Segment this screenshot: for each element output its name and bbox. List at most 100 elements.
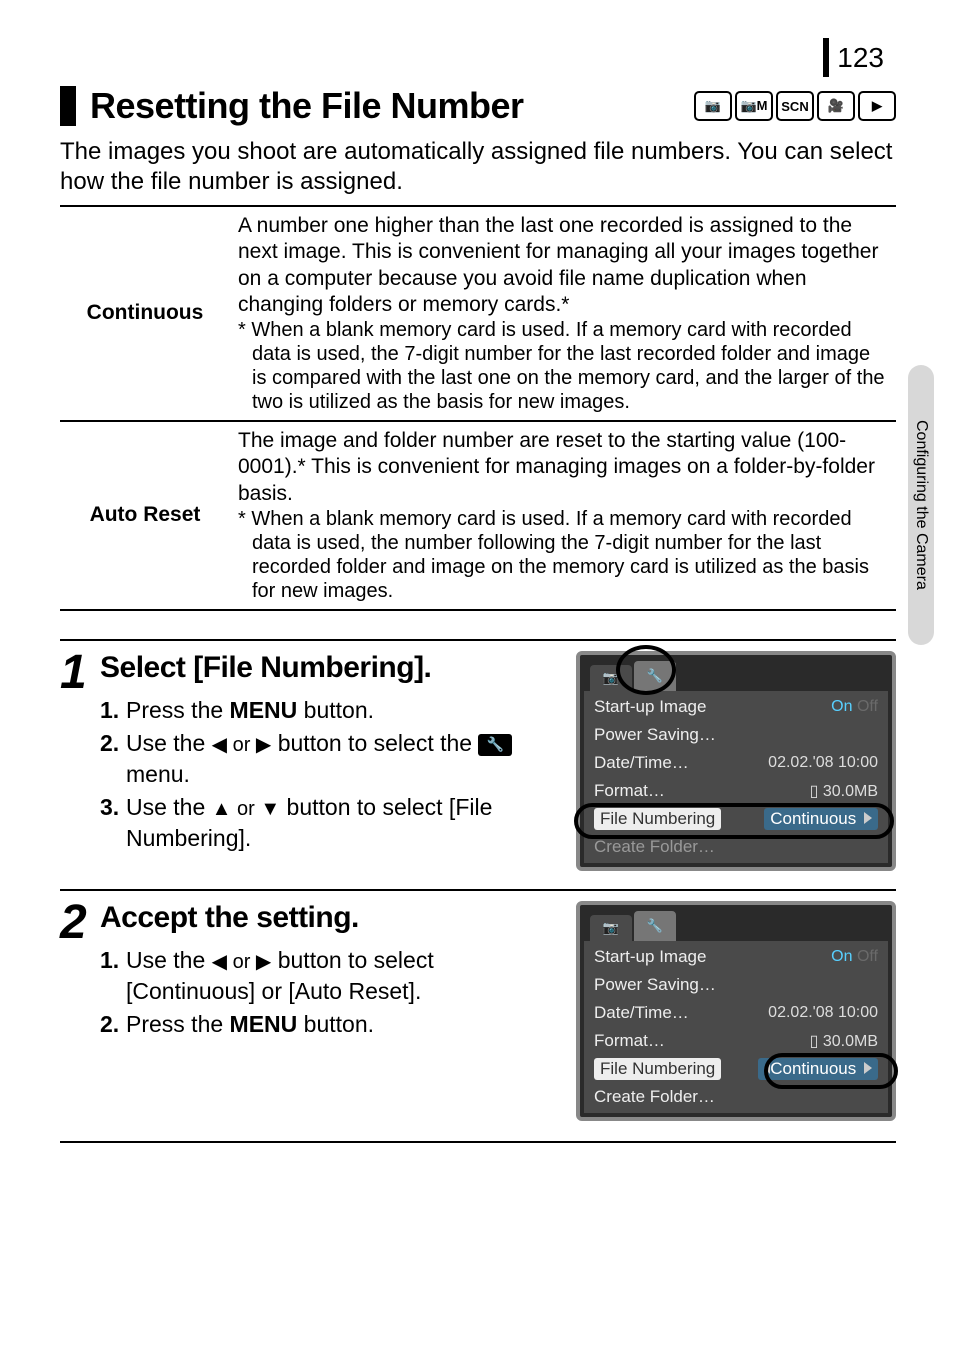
item-num: 1. — [100, 945, 126, 1007]
description-table: Continuous A number one higher than the … — [60, 205, 896, 611]
page-number: 123 — [823, 38, 884, 77]
lcd-rows: Start-up Image On Off Power Saving… Date/… — [584, 941, 888, 1113]
row-label-autoreset: Auto Reset — [60, 421, 230, 610]
v: On Off — [831, 948, 878, 966]
arrow-right-icon — [864, 812, 872, 824]
l: File Numbering — [594, 808, 721, 830]
l: Date/Time… — [594, 753, 689, 773]
lcd-row: Format… ▯ 30.0MB — [584, 777, 888, 805]
lcd-row: Format…▯ 30.0MB — [584, 1027, 888, 1055]
intro-text: The images you shoot are automatically a… — [60, 137, 896, 197]
title-bar — [60, 86, 76, 126]
lcd-row: Date/Time… 02.02.'08 10:00 — [584, 749, 888, 777]
arrow-right-icon — [864, 1062, 872, 1074]
list-item: 1. Use the ◀ or ▶ button to select [Cont… — [100, 945, 525, 1007]
title-left: Resetting the File Number — [60, 85, 524, 127]
lcd-tab-tools: 🔧 — [634, 661, 676, 691]
row-text: The image and folder number are reset to… — [238, 429, 875, 505]
step-1: 1 Select [File Numbering]. 1. Press the … — [60, 639, 896, 889]
l: Power Saving… — [594, 725, 716, 745]
l: Format… — [594, 781, 665, 801]
step-body: Accept the setting. 1. Use the ◀ or ▶ bu… — [100, 901, 568, 1121]
step-2: 2 Accept the setting. 1. Use the ◀ or ▶ … — [60, 889, 896, 1143]
lcd-rows: Start-up Image On Off Power Saving… Date/… — [584, 691, 888, 863]
side-tab: Configuring the Camera — [908, 365, 934, 645]
row-text: A number one higher than the last one re… — [238, 214, 878, 316]
mode-icon-movie: 🎥 — [817, 91, 855, 121]
row-footnote: * When a blank memory card is used. If a… — [238, 318, 888, 414]
on: On — [831, 698, 852, 715]
l: File Numbering — [594, 1058, 721, 1080]
lcd-tabs: 📷 🔧 — [584, 659, 888, 691]
mode-icon-scn: SCN — [776, 91, 814, 121]
v: Continuous — [758, 1058, 878, 1080]
mode-icon-play: ▶ — [858, 91, 896, 121]
v: ▯ 30.0MB — [810, 781, 878, 801]
mode-icon-camera-m: 📷M — [735, 91, 773, 121]
lcd: 📷 🔧 Start-up Image On Off Power Saving… D… — [576, 901, 896, 1121]
lcd: 📷 🔧 Start-up Image On Off Power Saving… D… — [576, 651, 896, 871]
l: Create Folder… — [594, 1087, 715, 1107]
table-row: Auto Reset The image and folder number a… — [60, 421, 896, 610]
lcd-tab-camera: 📷 — [590, 915, 632, 941]
step-title: Select [File Numbering]. — [100, 651, 568, 685]
v: On Off — [831, 698, 878, 716]
step-number: 1 — [60, 649, 100, 871]
table-row: Continuous A number one higher than the … — [60, 206, 896, 421]
t: menu. — [126, 761, 190, 787]
step-title: Accept the setting. — [100, 901, 568, 935]
l: Power Saving… — [594, 975, 716, 995]
l: Start-up Image — [594, 947, 706, 967]
off: Off — [857, 948, 878, 965]
row-body: A number one higher than the last one re… — [230, 206, 896, 421]
title-row: Resetting the File Number 📷 📷M SCN 🎥 ▶ — [60, 85, 896, 127]
steps: 1 Select [File Numbering]. 1. Press the … — [60, 639, 896, 1143]
row-label-continuous: Continuous — [60, 206, 230, 421]
lcd-row: Power Saving… — [584, 971, 888, 999]
row-footnote: * When a blank memory card is used. If a… — [238, 507, 888, 603]
t: button. — [297, 697, 374, 723]
lcd-row-highlighted: File Numbering Continuous — [584, 805, 888, 833]
list-item: 3. Use the ▲ or ▼ button to select [File… — [100, 792, 525, 854]
v: 02.02.'08 10:00 — [768, 754, 878, 772]
arrows: ◀ or ▶ — [212, 734, 272, 756]
step-body: Select [File Numbering]. 1. Press the ME… — [100, 651, 568, 871]
lcd-tab-camera: 📷 — [590, 665, 632, 691]
lcd-tab-tools: 🔧 — [634, 911, 676, 941]
menu-label: MENU — [230, 697, 298, 723]
lcd-row: Start-up Image On Off — [584, 943, 888, 971]
lcd-row: Date/Time…02.02.'08 10:00 — [584, 999, 888, 1027]
t: Press the — [126, 697, 230, 723]
step-number: 2 — [60, 899, 100, 1121]
vt: Continuous — [770, 1059, 856, 1078]
content: Resetting the File Number 📷 📷M SCN 🎥 ▶ T… — [60, 85, 896, 1143]
arrows: ▲ or ▼ — [212, 798, 281, 820]
t: Use the — [126, 947, 212, 973]
v: Continuous — [764, 808, 878, 830]
lcd-row: Create Folder… — [584, 833, 888, 861]
tools-icon: 🔧 — [478, 734, 512, 756]
arrows: ◀ or ▶ — [212, 951, 272, 973]
lcd-screenshot-2: 📷 🔧 Start-up Image On Off Power Saving… D… — [576, 901, 896, 1121]
item-text: Use the ◀ or ▶ button to select the 🔧 me… — [126, 728, 525, 790]
step-list: 1. Press the MENU button. 2. Use the ◀ o… — [100, 695, 525, 854]
lcd-tabs: 📷 🔧 — [584, 909, 888, 941]
step-list: 1. Use the ◀ or ▶ button to select [Cont… — [100, 945, 525, 1040]
item-text: Use the ◀ or ▶ button to select [Continu… — [126, 945, 525, 1007]
mode-icon-camera: 📷 — [694, 91, 732, 121]
lcd-row-highlighted: File Numbering Continuous — [584, 1055, 888, 1083]
l: Start-up Image — [594, 697, 706, 717]
lcd-row: Power Saving… — [584, 721, 888, 749]
side-tab-text: Configuring the Camera — [912, 420, 930, 590]
row-body: The image and folder number are reset to… — [230, 421, 896, 610]
t: Press the — [126, 1011, 230, 1037]
item-text: Press the MENU button. — [126, 695, 374, 726]
list-item: 2. Press the MENU button. — [100, 1009, 525, 1040]
page-title: Resetting the File Number — [90, 85, 524, 127]
lcd-row: Start-up Image On Off — [584, 693, 888, 721]
item-num: 2. — [100, 1009, 126, 1040]
t: button to select the — [271, 730, 478, 756]
item-text: Use the ▲ or ▼ button to select [File Nu… — [126, 792, 525, 854]
l: Format… — [594, 1031, 665, 1051]
item-num: 3. — [100, 792, 126, 854]
